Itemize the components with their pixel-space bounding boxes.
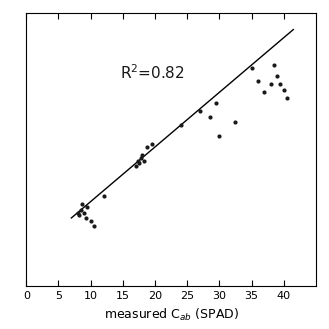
Point [271,63,277,68]
Point [275,73,280,79]
Point [144,144,149,150]
Point [91,223,96,229]
Point [207,114,212,119]
Point [278,82,283,87]
Point [101,193,106,199]
Point [85,204,90,210]
Point [149,141,154,147]
Point [141,158,147,163]
Point [217,134,222,139]
Point [78,207,84,213]
Point [133,164,138,169]
Point [135,158,140,163]
Point [76,213,82,218]
Point [249,65,254,70]
Point [214,101,219,106]
Point [80,202,85,207]
Point [284,95,290,100]
Point [255,79,261,84]
Point [82,210,87,215]
Point [88,218,93,223]
Point [233,120,238,125]
Point [262,90,267,95]
Point [281,87,286,92]
Point [139,153,145,158]
Point [75,210,80,215]
Point [83,215,88,221]
Point [268,82,273,87]
Point [178,122,183,128]
X-axis label: measured C$_{ab}$ (SPAD): measured C$_{ab}$ (SPAD) [104,307,239,323]
Point [138,155,143,161]
Point [197,109,203,114]
Text: R$^2$=0.82: R$^2$=0.82 [120,63,184,82]
Point [136,161,141,166]
